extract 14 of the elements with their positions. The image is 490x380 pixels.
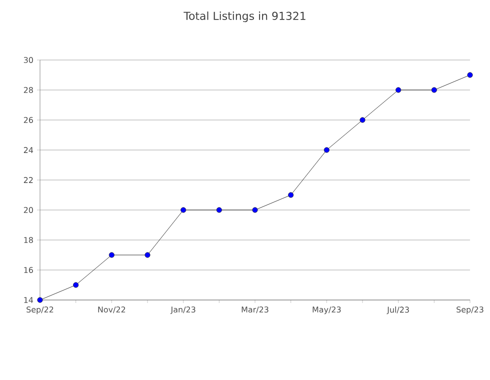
point bbox=[108, 252, 114, 258]
point bbox=[180, 207, 186, 213]
point bbox=[396, 87, 402, 93]
point bbox=[37, 297, 43, 303]
point bbox=[216, 207, 222, 213]
point bbox=[252, 207, 258, 213]
point bbox=[73, 282, 79, 288]
point bbox=[144, 252, 150, 258]
point bbox=[288, 192, 294, 198]
point bbox=[431, 87, 437, 93]
point bbox=[467, 72, 473, 78]
chart-title: Total Listings in 91321 bbox=[184, 12, 306, 22]
point bbox=[360, 117, 366, 123]
point bbox=[324, 147, 330, 153]
